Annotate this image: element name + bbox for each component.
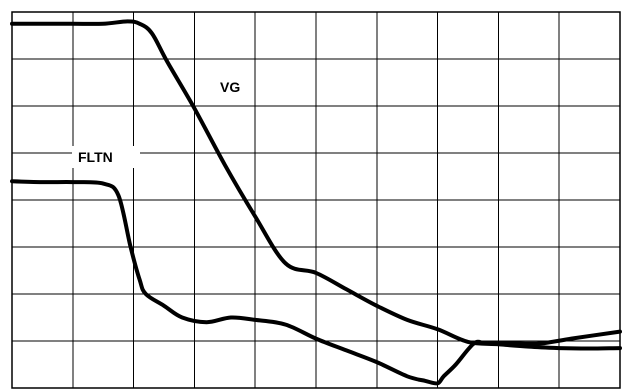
series-label-vg: VG — [220, 79, 240, 95]
series-label-fltn-background — [72, 146, 140, 168]
series-label-fltn: FLTN — [78, 149, 113, 165]
chart-frame — [11, 11, 621, 389]
chart-traces — [10, 19, 622, 386]
series-line-fltn — [10, 179, 622, 386]
chart-labels: VG FLTN — [72, 79, 240, 168]
chart-grid — [12, 12, 620, 388]
